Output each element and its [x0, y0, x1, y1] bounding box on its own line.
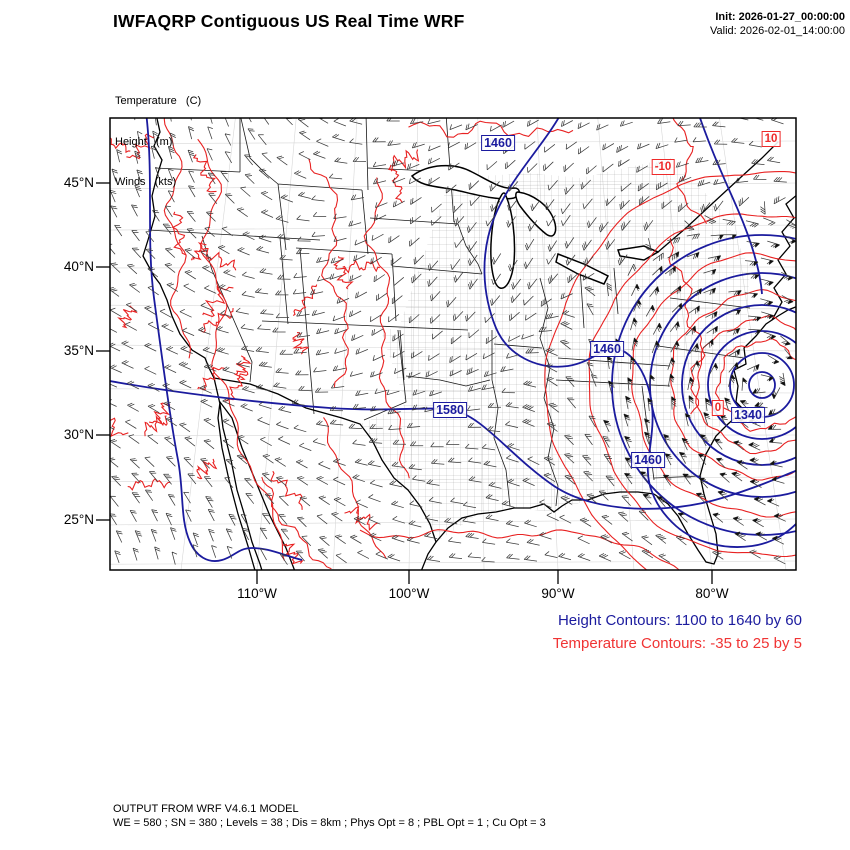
- lon-tick-label: 80°W: [695, 586, 729, 601]
- variable-winds: Winds (kts): [115, 176, 177, 188]
- contour-label: 1460: [481, 135, 515, 151]
- map-area: [110, 118, 796, 570]
- lat-tick-label: 25°N: [63, 512, 94, 527]
- great-lakes: [410, 164, 660, 289]
- temperature-contours: [110, 118, 796, 570]
- lon-tick-label: 110°W: [237, 586, 277, 601]
- contour-label: 10: [761, 131, 781, 147]
- variable-height: Height (m): [115, 135, 173, 148]
- valid-time: Valid: 2026-02-01_14:00:00: [710, 25, 845, 37]
- map-frame: [96, 117, 797, 584]
- run-times: Init: 2026-01-27_00:00:00 Valid: 2026-02…: [710, 10, 845, 38]
- coastlines: [142, 118, 796, 570]
- contour-label: 1340: [731, 407, 765, 423]
- lat-tick-label: 45°N: [63, 175, 94, 190]
- lat-tick-label: 35°N: [63, 343, 94, 358]
- model-config-text: WE = 580 ; SN = 380 ; Levels = 38 ; Dis …: [113, 817, 546, 829]
- lat-tick-label: 40°N: [63, 259, 94, 274]
- height-contour-info: Height Contours: 1100 to 1640 by 60: [557, 612, 802, 629]
- contour-label: 1460: [590, 341, 624, 357]
- lat-tick-label: 30°N: [63, 427, 94, 442]
- page-title: IWFAQRP Contiguous US Real Time WRF: [113, 11, 465, 31]
- contour-label: 0: [711, 400, 725, 416]
- contour-label: -10: [651, 159, 675, 175]
- contour-label: 1580: [433, 402, 467, 418]
- variable-temperature: Temperature (C): [115, 95, 202, 107]
- wind-barbs: [110, 118, 796, 565]
- init-time: Init: 2026-01-27_00:00:00: [715, 11, 845, 23]
- model-source-text: OUTPUT FROM WRF V4.6.1 MODEL: [113, 803, 299, 815]
- lon-tick-label: 90°W: [541, 586, 575, 601]
- variable-legend: Temperature (C) Height (m) Winds (kts): [115, 68, 201, 217]
- contour-label: 1460: [631, 452, 665, 468]
- lon-tick-label: 100°W: [388, 586, 430, 601]
- temperature-contour-info: Temperature Contours: -35 to 25 by 5: [552, 635, 802, 652]
